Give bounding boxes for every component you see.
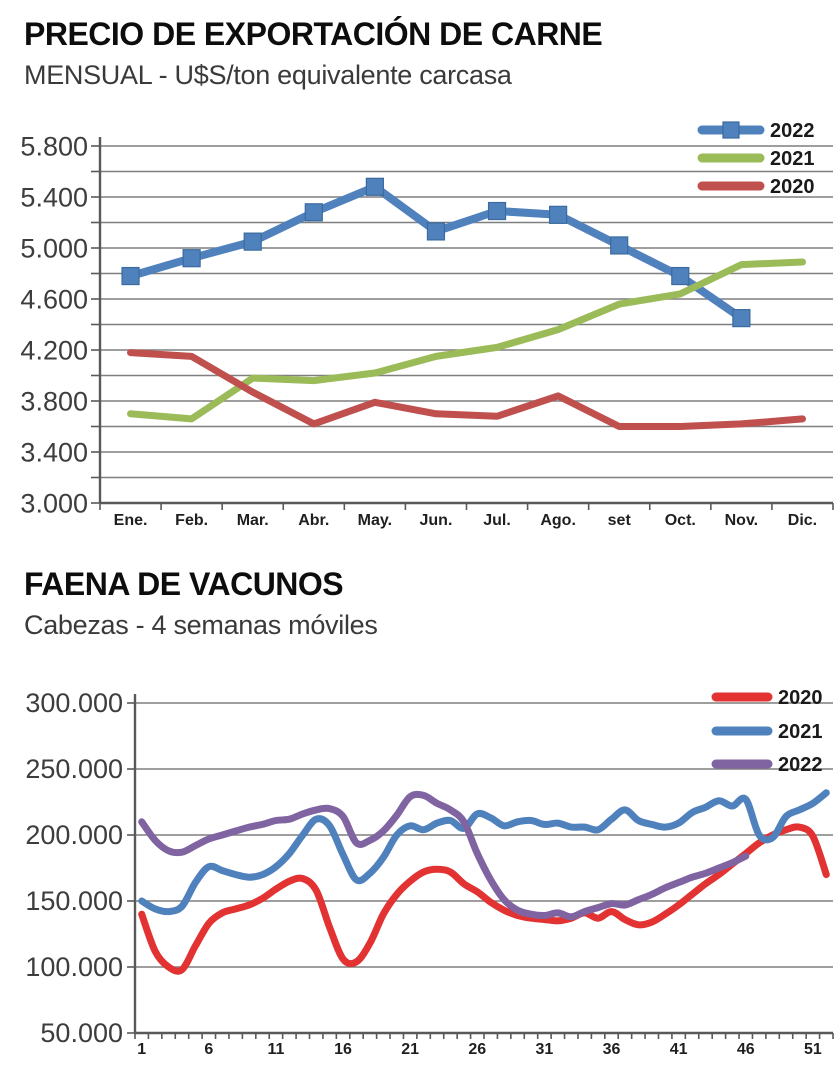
y-axis-label: 5.400 — [20, 182, 88, 212]
legend-label-2022: 2022 — [778, 754, 823, 776]
x-axis-label: Nov. — [725, 512, 758, 529]
x-axis-label: Ene. — [114, 512, 148, 529]
x-axis-label: May. — [358, 512, 392, 529]
y-axis-label: 100.000 — [25, 952, 123, 982]
series-2021-line — [127, 258, 806, 423]
x-axis-label: 46 — [737, 1041, 755, 1058]
series-2020-line — [138, 823, 830, 975]
x-axis-label: Dic. — [788, 512, 817, 529]
x-axis-label: Jul. — [483, 512, 511, 529]
slaughter-title: FAENA DE VACUNOS — [24, 566, 344, 602]
x-axis-label: set — [608, 512, 632, 529]
y-axis-label: 300.000 — [25, 688, 123, 718]
x-axis-label: Jun. — [420, 512, 453, 529]
x-axis-label: 6 — [204, 1041, 213, 1058]
x-axis-label: 11 — [267, 1041, 284, 1058]
series-2022-marker — [304, 203, 323, 222]
series-2022-marker — [732, 309, 751, 328]
x-axis-label: Abr. — [298, 512, 329, 529]
x-axis-label: Feb. — [175, 512, 208, 529]
legend-marker-2022 — [722, 121, 740, 139]
series-2022-marker — [365, 177, 384, 196]
legend-label-2022: 2022 — [770, 120, 815, 142]
slaughter-line-chart: 300.000 250.000 200.000 150.000 100.000 50.00… — [25, 687, 834, 1058]
legend-label-2021: 2021 — [778, 721, 823, 743]
y-axis-label: 3.800 — [20, 386, 88, 416]
legend-label-2021: 2021 — [770, 148, 815, 170]
y-axis-label: 200.000 — [25, 820, 123, 850]
export-price-subtitle: MENSUAL - U$S/ton equivalente carcasa — [24, 60, 512, 90]
y-axis-label: 150.000 — [25, 886, 123, 916]
export-price-line-chart: 5.800 5.400 5.000 4.600 4.200 3.800 3.400 3.000… — [20, 120, 834, 529]
x-axis-label: Ago. — [540, 512, 576, 529]
x-axis-label: 1 — [137, 1041, 146, 1058]
x-axis-label: 41 — [670, 1041, 688, 1058]
x-axis-label: 31 — [536, 1041, 554, 1058]
series-2022-marker — [487, 201, 507, 221]
export-price-title: PRECIO DE EXPORTACIÓN DE CARNE — [24, 16, 603, 52]
legend-label-2020: 2020 — [778, 687, 823, 709]
x-axis-label: Mar. — [237, 512, 269, 529]
x-axis-label: 36 — [603, 1041, 621, 1058]
series-2022-marker — [243, 232, 262, 251]
series-2022-marker — [182, 249, 201, 268]
y-axis-label: 4.600 — [20, 284, 88, 314]
slaughter-subtitle: Cabezas - 4 semanas móviles — [24, 610, 378, 640]
y-axis-label: 50.000 — [40, 1018, 123, 1048]
y-axis-label: 3.000 — [20, 488, 88, 518]
series-2020-line — [127, 349, 806, 430]
x-axis-label: 16 — [334, 1041, 352, 1058]
series-2021-line — [138, 789, 830, 916]
legend-label-2020: 2020 — [770, 176, 815, 198]
series-2022-marker — [549, 205, 568, 224]
y-axis-label: 5.000 — [20, 233, 88, 263]
series-2022-line — [138, 790, 750, 921]
series-2022-marker — [121, 266, 140, 286]
x-axis-label: 51 — [804, 1041, 822, 1058]
x-axis-label: 21 — [401, 1041, 419, 1058]
y-axis-label: 5.800 — [20, 131, 88, 161]
y-axis-label: 250.000 — [25, 754, 123, 784]
y-axis-label: 3.400 — [20, 437, 88, 467]
x-axis-label: 26 — [468, 1041, 486, 1058]
y-axis-label: 4.200 — [20, 335, 88, 365]
series-2022-marker — [610, 236, 629, 255]
x-axis-label: Oct. — [665, 512, 696, 529]
series-2022-marker — [426, 222, 446, 241]
series-2022-marker — [671, 266, 690, 286]
